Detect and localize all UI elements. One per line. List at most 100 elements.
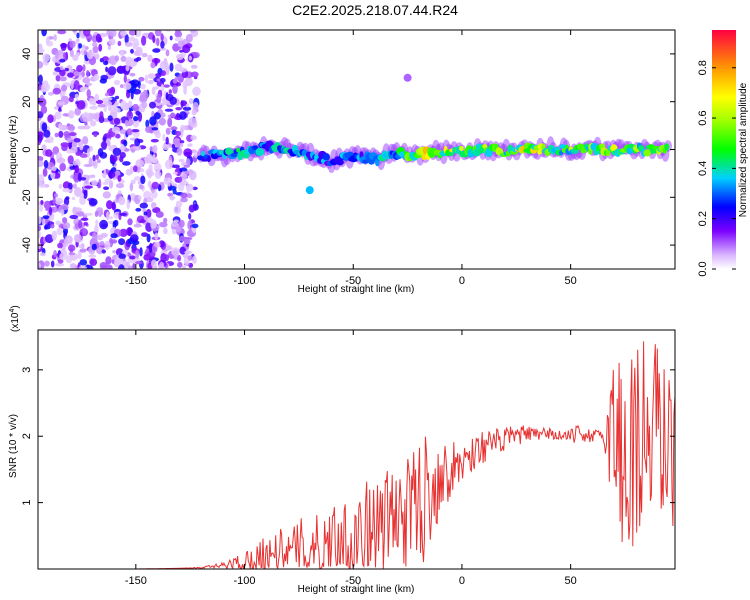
noise-speckle xyxy=(135,249,140,259)
spectrogram-xlabel: Height of straight line (km) xyxy=(298,284,415,295)
noise-speckle xyxy=(53,250,57,258)
noise-speckle xyxy=(94,210,99,217)
noise-speckle xyxy=(43,225,48,230)
noise-speckle xyxy=(66,137,74,143)
noise-speckle xyxy=(52,87,61,95)
noise-speckle xyxy=(192,186,198,191)
noise-speckle xyxy=(169,35,173,41)
noise-speckle xyxy=(58,205,62,213)
noise-speckle xyxy=(164,254,169,262)
noise-speckle xyxy=(115,133,121,139)
noise-speckle xyxy=(111,201,116,210)
noise-speckle xyxy=(159,47,167,51)
noise-speckle xyxy=(91,179,98,186)
noise-speckle xyxy=(90,160,97,167)
spectrogram-xtick-label: -150 xyxy=(125,275,147,287)
noise-speckle xyxy=(179,111,187,120)
noise-speckle xyxy=(41,82,51,92)
noise-speckle xyxy=(167,177,171,187)
noise-speckle xyxy=(110,233,118,239)
noise-speckle xyxy=(55,201,61,205)
noise-speckle xyxy=(162,133,166,142)
noise-speckle xyxy=(62,188,72,193)
noise-speckle xyxy=(160,84,165,93)
noise-speckle xyxy=(124,148,130,152)
colorbar-tick-label: 0.2 xyxy=(697,211,709,226)
noise-speckle xyxy=(80,86,89,90)
noise-speckle xyxy=(78,244,83,249)
noise-speckle xyxy=(175,107,182,111)
noise-speckle xyxy=(122,161,131,166)
snr-scale-label: (x104) xyxy=(9,305,21,332)
noise-speckle xyxy=(41,30,47,37)
noise-speckle xyxy=(67,155,74,165)
noise-speckle xyxy=(78,219,83,229)
noise-speckle xyxy=(147,54,153,62)
noise-speckle xyxy=(145,197,154,203)
noise-speckle xyxy=(131,129,140,133)
noise-speckle xyxy=(177,261,183,268)
colorbar-tick-label: 0.8 xyxy=(697,60,709,75)
noise-speckle xyxy=(51,230,57,241)
noise-speckle xyxy=(98,43,103,52)
snr-xtick-label: 0 xyxy=(459,575,465,587)
noise-speckle xyxy=(123,74,128,84)
noise-speckle xyxy=(89,105,98,110)
noise-speckle xyxy=(38,160,44,168)
noise-speckle xyxy=(69,132,77,137)
noise-speckle xyxy=(42,53,50,63)
noise-speckle xyxy=(117,175,122,182)
noise-speckle xyxy=(147,180,152,188)
noise-speckle xyxy=(118,264,125,269)
noise-speckle xyxy=(188,117,198,127)
spectrogram-panel: -150 -100 -50 0 50 -40 -20 0 20 40 Height of stra… xyxy=(8,29,676,295)
noise-speckle xyxy=(150,219,157,229)
noise-speckle xyxy=(45,36,50,45)
noise-speckle xyxy=(84,121,88,126)
signal-blob xyxy=(322,153,330,161)
noise-speckle xyxy=(124,34,129,44)
noise-speckle xyxy=(183,164,190,168)
noise-speckle xyxy=(81,71,85,78)
noise-speckle xyxy=(190,71,199,78)
noise-speckle xyxy=(105,97,113,101)
noise-speckle xyxy=(151,259,157,268)
noise-speckle xyxy=(67,125,76,131)
noise-speckle xyxy=(50,260,55,268)
noise-speckle xyxy=(44,184,50,188)
snr-ytick-label: 1 xyxy=(21,500,33,506)
noise-speckle xyxy=(149,101,156,109)
noise-speckle xyxy=(188,55,192,61)
noise-speckle xyxy=(190,64,198,69)
noise-speckle xyxy=(153,242,161,248)
snr-frame xyxy=(37,329,676,570)
noise-speckle xyxy=(179,235,186,242)
noise-speckle xyxy=(47,114,54,124)
signal-blob xyxy=(643,149,652,157)
noise-speckle xyxy=(139,247,143,257)
noise-speckle xyxy=(58,123,62,131)
noise-speckle xyxy=(79,259,88,266)
noise-speckle xyxy=(38,98,47,107)
noise-speckle xyxy=(133,176,141,181)
noise-speckle xyxy=(67,72,74,78)
noise-speckle xyxy=(69,49,74,57)
noise-speckle xyxy=(129,182,134,192)
noise-speckle xyxy=(107,45,111,50)
noise-speckle xyxy=(73,183,77,189)
noise-speckle xyxy=(51,166,57,172)
noise-speckle xyxy=(69,40,76,49)
noise-speckle xyxy=(39,252,46,257)
noise-speckle xyxy=(187,255,193,261)
signal-blob xyxy=(610,144,618,152)
noise-speckle xyxy=(57,242,63,249)
noise-speckle xyxy=(150,138,159,143)
noise-speckle xyxy=(125,262,131,267)
noise-speckle xyxy=(135,159,144,168)
noise-speckle xyxy=(68,182,73,190)
noise-speckle xyxy=(105,66,109,73)
noise-speckle xyxy=(79,177,87,181)
colorbar-gradient xyxy=(712,30,736,269)
noise-speckle xyxy=(60,84,68,92)
